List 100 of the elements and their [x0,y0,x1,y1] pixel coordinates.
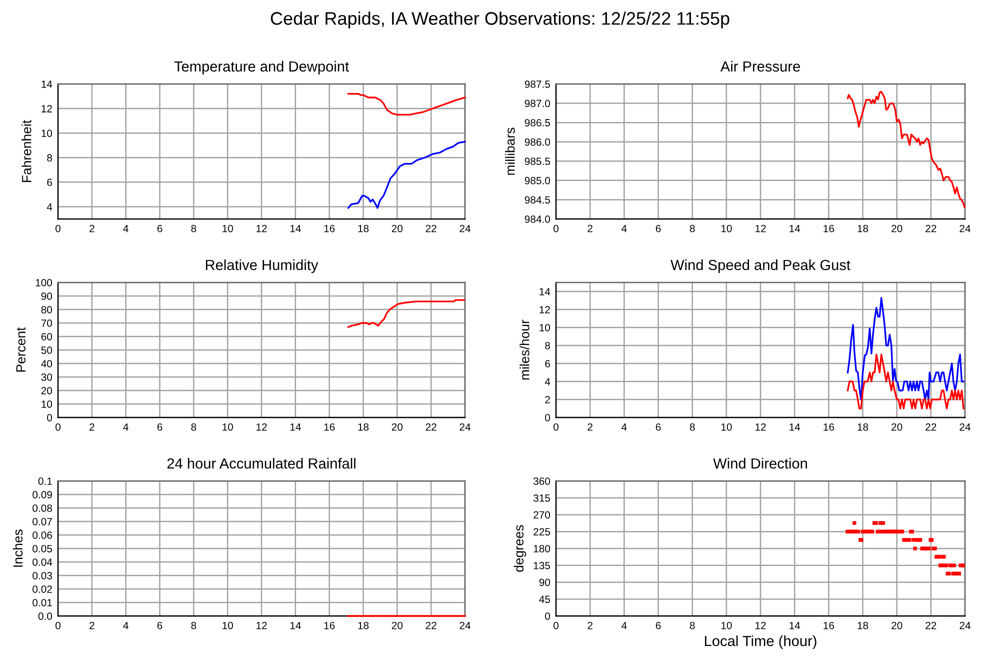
y-tick-label: 10 [42,130,52,137]
line-series [347,299,465,328]
x-tick-label: 4 [622,622,627,630]
x-tick-label: 4 [123,224,128,232]
x-tick-label: 12 [256,423,267,431]
y-tick-label: 10 [42,400,52,408]
x-tick-label: 10 [721,224,732,232]
y-tick-label: 14 [540,288,550,296]
x-tick-label: 8 [191,224,196,232]
y-tick-label: 987.5 [524,80,550,88]
y-tick-label: 40 [41,360,52,368]
y-tick-label: 0.04 [32,558,52,566]
x-tick-label: 6 [656,423,661,431]
y-tick-label: 45 [539,596,550,603]
x-tick-label: 10 [222,224,233,232]
x-tick-label: 6 [656,622,661,630]
x-tick-label: 22 [926,622,936,630]
x-tick-label: 24 [460,423,470,431]
y-axis-title: miles/hour [520,320,530,380]
x-tick-label: 18 [858,224,868,232]
y-tick-label: 2 [545,396,550,404]
x-tick-label: 16 [824,423,834,431]
x-tick-label: 6 [656,224,661,232]
y-tick-label: 80 [41,306,52,314]
y-tick-label: 985.0 [524,176,550,184]
x-tick-label: 22 [426,423,436,431]
y-axis-title: millibars [505,128,515,175]
y-tick-label: 8 [47,154,52,162]
x-tick-label: 4 [123,423,128,431]
x-tick-label: 14 [290,622,301,630]
x-tick-label: 18 [858,622,868,630]
y-tick-label: 100 [36,279,52,286]
y-axis-title: Fahrenheit [22,120,32,182]
x-tick-label: 22 [426,622,436,630]
y-tick-label: 0.1 [38,478,52,485]
x-axis-title: Local Time (hour) [704,635,816,650]
chart-title: Wind Direction [713,458,807,469]
x-tick-label: 22 [926,224,936,232]
x-tick-label: 8 [690,224,695,232]
x-tick-label: 16 [324,622,335,630]
y-tick-label: 12 [540,306,550,314]
x-tick-label: 8 [690,622,695,630]
x-tick-label: 18 [358,423,369,431]
x-tick-label: 24 [460,622,470,630]
x-tick-label: 0 [554,622,558,630]
x-tick-label: 12 [756,224,766,232]
y-tick-label: 0.08 [32,504,52,512]
x-tick-label: 20 [392,224,403,232]
x-tick-label: 0 [56,622,60,630]
x-tick-label: 20 [392,622,403,630]
y-tick-label: 0.0 [38,612,52,620]
x-tick-label: 2 [90,423,94,431]
y-tick-label: 0.07 [32,518,52,526]
y-tick-label: 20 [41,387,52,394]
y-tick-label: 0.09 [32,491,52,498]
y-tick-label: 4 [544,378,550,386]
x-tick-label: 0 [56,423,60,431]
y-tick-label: 14 [42,80,52,88]
chart-title: Air Pressure [720,60,800,72]
y-tick-label: 70 [41,320,52,327]
x-tick-label: 18 [858,423,868,431]
y-tick-label: 0 [545,414,550,422]
y-tick-label: 986.0 [524,138,550,146]
x-tick-label: 2 [588,423,592,431]
y-tick-label: 315 [533,494,550,502]
y-tick-label: 0 [47,414,52,422]
x-tick-label: 18 [358,224,369,232]
x-tick-label: 10 [721,423,732,431]
x-tick-label: 4 [622,423,627,431]
chart-title: 24 hour Accumulated Rainfall [167,458,356,469]
x-tick-label: 6 [157,224,162,232]
x-tick-label: 16 [324,423,335,431]
line-series [846,354,964,410]
x-tick-label: 8 [690,423,695,431]
x-tick-label: 10 [222,622,233,630]
y-tick-label: 984.0 [524,216,550,223]
y-tick-label: 225 [534,528,550,536]
y-tick-label: 6 [47,178,52,186]
line-series [347,140,466,209]
chart-title: Temperature and Dewpoint [174,60,349,75]
x-tick-label: 2 [588,622,592,630]
y-tick-label: 60 [41,333,52,340]
y-tick-label: 10 [540,324,550,332]
x-tick-label: 14 [290,224,301,232]
y-tick-label: 0.03 [32,572,52,580]
x-tick-label: 8 [191,423,196,431]
x-tick-label: 18 [358,622,369,630]
y-tick-label: 0.02 [32,586,52,593]
y-tick-label: 30 [41,374,52,381]
x-tick-label: 14 [790,622,800,630]
x-tick-label: 8 [191,622,196,630]
y-tick-label: 0.05 [32,545,52,552]
y-tick-label: 180 [534,545,550,552]
x-tick-label: 20 [892,622,902,630]
x-tick-label: 10 [222,423,233,431]
x-tick-label: 14 [790,224,800,232]
y-tick-label: 986.5 [524,119,550,126]
y-tick-label: 135 [534,562,550,570]
y-tick-label: 50 [41,346,52,354]
line-series [347,92,466,116]
